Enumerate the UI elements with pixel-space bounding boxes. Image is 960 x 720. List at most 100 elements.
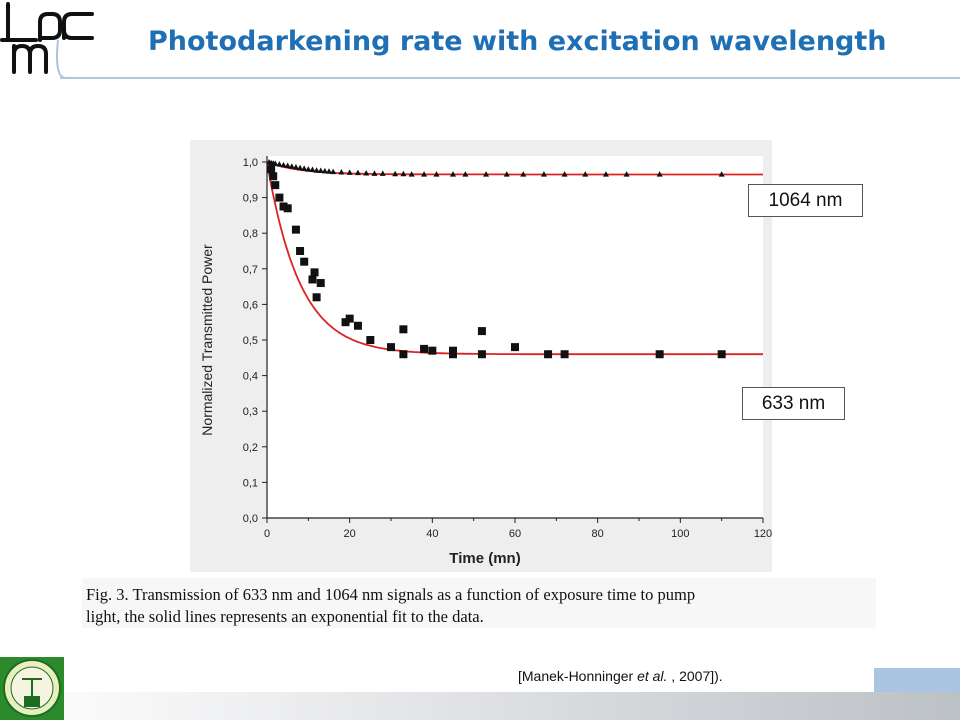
- title-underline: [60, 77, 960, 79]
- data-point-triangle: [623, 171, 630, 177]
- data-point-square: [279, 202, 288, 211]
- data-point-triangle: [313, 167, 320, 173]
- page-title: Photodarkening rate with excitation wave…: [148, 26, 887, 57]
- figure-caption: Fig. 3. Transmission of 633 nm and 1064 …: [82, 578, 876, 628]
- data-point-square: [345, 314, 354, 323]
- data-point-square: [399, 350, 408, 359]
- data-point-triangle: [582, 171, 589, 177]
- y-tick-label: 0,9: [243, 193, 258, 205]
- x-tick-label: 0: [264, 528, 270, 540]
- data-point-square: [296, 247, 305, 255]
- data-point-triangle: [483, 171, 490, 177]
- data-point-triangle: [338, 168, 345, 175]
- y-tick-label: 0,2: [243, 442, 258, 454]
- data-point-square: [308, 275, 317, 284]
- data-point-triangle: [379, 170, 386, 176]
- y-tick-label: 0,7: [243, 264, 258, 276]
- data-point-square: [511, 343, 519, 352]
- data-point-triangle: [433, 171, 440, 177]
- data-point-square: [300, 257, 309, 266]
- data-point-square: [291, 225, 300, 234]
- data-point-triangle: [292, 163, 299, 170]
- data-point-square: [283, 204, 292, 213]
- y-axis-label: Normalized Transmitted Power: [199, 244, 215, 436]
- data-point-triangle: [301, 165, 308, 171]
- data-point-triangle: [280, 161, 287, 168]
- transmission-chart: 0 20 40 60 80 100 120 0,0 0,1 0,2 0,3 0,4 0,5 0,6 0,7 0…: [199, 156, 772, 567]
- reference-italic: et al.: [637, 668, 668, 684]
- data-point-square: [275, 193, 284, 202]
- data-point-triangle: [602, 171, 609, 177]
- data-point-square: [560, 350, 569, 359]
- data-point-triangle: [561, 171, 568, 177]
- data-point-square: [267, 165, 276, 174]
- data-point-triangle: [272, 160, 279, 166]
- data-point-triangle: [330, 168, 337, 175]
- data-point-triangle: [346, 169, 353, 175]
- data-point-square: [316, 279, 325, 288]
- data-point-square: [387, 343, 395, 352]
- data-point-square: [420, 344, 429, 353]
- y-tick-label: 0,5: [243, 335, 258, 347]
- y-tick-label: 0,6: [243, 299, 258, 311]
- data-point-square: [449, 350, 457, 359]
- footer-bar: [0, 692, 960, 720]
- data-point-triangle: [408, 171, 415, 177]
- lpcm-logo: [0, 2, 110, 79]
- data-point-triangle: [305, 166, 312, 172]
- label-1064nm: 1064 nm: [748, 184, 863, 217]
- x-tick-label: 120: [754, 528, 772, 540]
- x-tick-label: 100: [671, 528, 689, 540]
- data-point-triangle: [363, 170, 370, 176]
- data-point-triangle: [354, 169, 361, 176]
- data-point-triangle: [450, 171, 456, 177]
- fit-curve-633nm: [266, 161, 763, 356]
- data-point-triangle: [520, 171, 527, 177]
- data-point-triangle: [503, 171, 510, 177]
- plot-area: [267, 156, 763, 518]
- caption-text: Fig. 3. Transmission of 633 nm and 1064 …: [86, 585, 696, 626]
- data-point-square: [271, 181, 280, 190]
- data-point-triangle: [540, 171, 547, 177]
- data-point-square: [353, 321, 362, 330]
- dpc-badge-logo: [0, 657, 64, 720]
- data-point-triangle: [297, 164, 304, 171]
- data-point-triangle: [400, 170, 407, 177]
- x-tick-label: 60: [509, 528, 521, 540]
- data-point-square: [312, 293, 321, 302]
- data-point-triangle: [392, 170, 399, 177]
- data-point-square: [310, 268, 319, 277]
- data-point-triangle: [317, 167, 324, 174]
- data-point-triangle: [326, 168, 332, 174]
- data-point-square: [269, 172, 278, 181]
- reference-text: [Manek-Honninger et al. , 2007]).: [518, 668, 723, 684]
- data-point-square: [477, 350, 486, 359]
- y-tick-label: 0,4: [243, 371, 258, 383]
- data-point-triangle: [462, 171, 469, 177]
- data-point-triangle: [309, 166, 316, 172]
- x-tick-label: 80: [592, 528, 604, 540]
- data-point-square: [477, 327, 486, 336]
- data-point-square: [341, 318, 350, 327]
- reference-prefix: [Manek-Honninger: [518, 668, 638, 684]
- data-point-square: [655, 350, 664, 359]
- data-point-triangle: [656, 171, 663, 177]
- data-point-triangle: [421, 171, 428, 177]
- y-tick-label: 0,3: [243, 406, 258, 418]
- label-633nm: 633 nm: [742, 387, 845, 420]
- data-point-square: [366, 336, 375, 344]
- x-tick-label: 40: [426, 528, 438, 540]
- y-tick-label: 0,8: [243, 228, 258, 240]
- x-tick-label: 20: [344, 528, 356, 540]
- data-point-triangle: [288, 163, 295, 169]
- reference-suffix: , 2007]).: [667, 668, 723, 684]
- y-tick-label: 0,0: [243, 513, 258, 525]
- y-tick-label: 1,0: [243, 157, 258, 169]
- data-point-square: [544, 350, 553, 359]
- data-point-square: [399, 325, 408, 334]
- data-point-triangle: [371, 170, 378, 176]
- y-tick-label: 0,1: [243, 477, 258, 489]
- x-axis-label: Time (mn): [449, 550, 520, 567]
- data-point-square: [717, 350, 726, 359]
- data-point-triangle: [276, 161, 283, 167]
